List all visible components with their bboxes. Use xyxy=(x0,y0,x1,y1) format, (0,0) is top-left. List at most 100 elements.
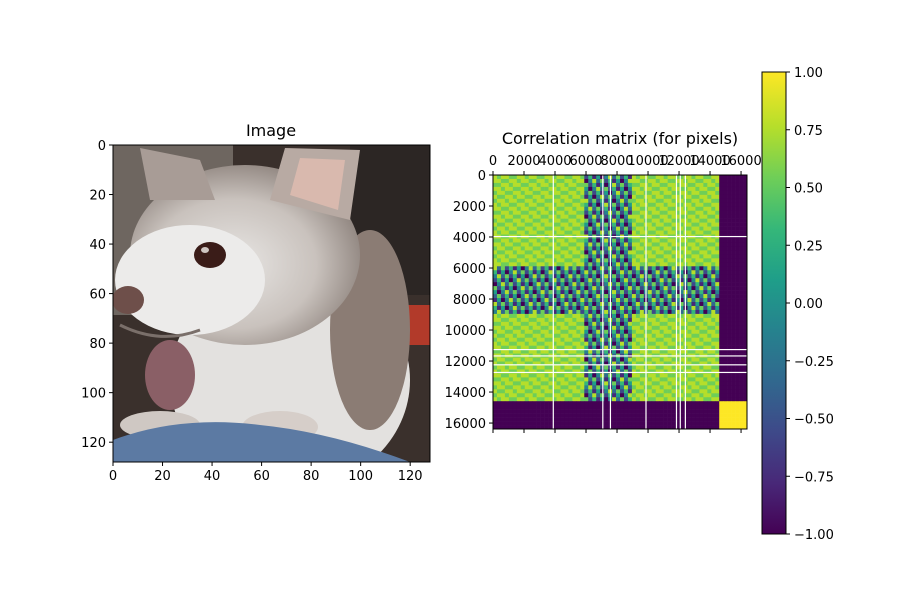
heatmap-cell xyxy=(695,254,700,259)
heatmap-cell xyxy=(695,381,700,386)
heatmap-cell xyxy=(572,405,577,410)
heatmap-cell xyxy=(647,282,653,287)
heatmap-cell xyxy=(707,222,712,227)
heatmap-cell xyxy=(493,373,498,378)
heatmap-cell xyxy=(592,186,597,192)
heatmap-cell xyxy=(512,321,518,327)
heatmap-cell xyxy=(731,218,736,223)
heatmap-cell xyxy=(655,325,660,331)
heatmap-cell xyxy=(528,194,533,200)
heatmap-cell xyxy=(731,298,736,303)
heatmap-x-tick-label: 8000 xyxy=(600,154,633,169)
heatmap-cell xyxy=(659,341,664,346)
heatmap-cell xyxy=(715,190,720,196)
heatmap-cell xyxy=(723,266,728,271)
heatmap-cell xyxy=(727,214,732,219)
heatmap-cell xyxy=(623,218,629,223)
heatmap-cell xyxy=(731,254,736,259)
heatmap-cell xyxy=(493,190,498,196)
heatmap-cell xyxy=(524,413,530,418)
heatmap-cell xyxy=(695,302,700,307)
heatmap-cell xyxy=(540,361,545,366)
heatmap-cell xyxy=(496,186,502,192)
heatmap-cell xyxy=(667,270,672,275)
heatmap-cell xyxy=(564,401,569,406)
heatmap-cell xyxy=(596,393,601,398)
heatmap-cell xyxy=(516,341,522,346)
heatmap-cell xyxy=(580,298,585,303)
heatmap-cell xyxy=(528,389,533,394)
heatmap-cell xyxy=(560,190,565,196)
heatmap-cell xyxy=(500,421,506,426)
heatmap-cell xyxy=(540,329,545,335)
heatmap-cell xyxy=(500,266,506,271)
heatmap-cell xyxy=(687,417,692,422)
heatmap-cell xyxy=(663,381,668,386)
heatmap-cell xyxy=(687,381,692,386)
heatmap-cell xyxy=(631,214,637,219)
heatmap-cell xyxy=(596,282,601,287)
heatmap-cell xyxy=(727,178,732,184)
heatmap-cell xyxy=(572,305,577,311)
heatmap-cell xyxy=(576,258,581,263)
heatmap-cell xyxy=(655,230,660,235)
heatmap-cell xyxy=(532,175,537,180)
heatmap-cell xyxy=(691,309,696,315)
heatmap-cell xyxy=(655,369,660,374)
heatmap-cell xyxy=(719,242,724,247)
heatmap-cell xyxy=(544,210,549,215)
heatmap-cell xyxy=(564,389,569,394)
heatmap-cell xyxy=(703,341,708,346)
heatmap-cell xyxy=(647,302,653,307)
heatmap-cell xyxy=(580,294,585,299)
heatmap-cell xyxy=(552,401,557,406)
heatmap-cell xyxy=(639,321,645,327)
heatmap-cell xyxy=(592,218,597,223)
heatmap-cell xyxy=(739,409,744,414)
heatmap-cell xyxy=(516,222,522,227)
heatmap-title: Correlation matrix (for pixels) xyxy=(502,129,738,148)
heatmap-cell xyxy=(687,345,692,350)
heatmap-cell xyxy=(731,210,736,215)
heatmap-cell xyxy=(703,313,708,319)
heatmap-cell xyxy=(723,186,728,192)
heatmap-cell xyxy=(576,405,581,410)
heatmap-cell xyxy=(703,254,708,259)
heatmap-cell xyxy=(512,298,518,303)
heatmap-cell xyxy=(560,405,565,410)
heatmap-cell xyxy=(568,349,573,354)
heatmap-cell xyxy=(540,369,545,374)
heatmap-cell xyxy=(647,369,653,374)
heatmap-cell xyxy=(691,357,696,362)
heatmap-cell xyxy=(500,258,506,263)
heatmap-cell xyxy=(496,210,502,215)
heatmap-cell xyxy=(580,290,585,295)
heatmap-cell xyxy=(687,222,692,227)
heatmap-cell xyxy=(655,270,660,275)
heatmap-cell xyxy=(631,218,637,223)
heatmap-cell xyxy=(691,302,696,307)
heatmap-cell xyxy=(584,278,589,283)
heatmap-cell xyxy=(719,198,724,204)
heatmap-cell xyxy=(663,305,668,311)
heatmap-cell xyxy=(556,385,561,390)
heatmap-cell xyxy=(627,401,633,406)
heatmap-cell xyxy=(699,417,704,422)
heatmap-cell xyxy=(699,321,704,327)
heatmap-cell xyxy=(540,270,545,275)
heatmap-cell xyxy=(671,206,676,212)
heatmap-cell xyxy=(592,214,597,219)
heatmap-cell xyxy=(560,381,565,386)
heatmap-cell xyxy=(620,218,625,223)
heatmap-cell xyxy=(739,381,744,386)
heatmap-cell xyxy=(536,218,541,223)
heatmap-cell xyxy=(576,373,581,378)
heatmap-cell xyxy=(500,218,506,223)
heatmap-cell xyxy=(548,365,553,370)
heatmap-cell xyxy=(739,190,744,196)
heatmap-cell xyxy=(719,246,724,251)
heatmap-cell xyxy=(616,210,621,215)
heatmap-cell xyxy=(528,333,533,339)
heatmap-cell xyxy=(540,349,545,354)
